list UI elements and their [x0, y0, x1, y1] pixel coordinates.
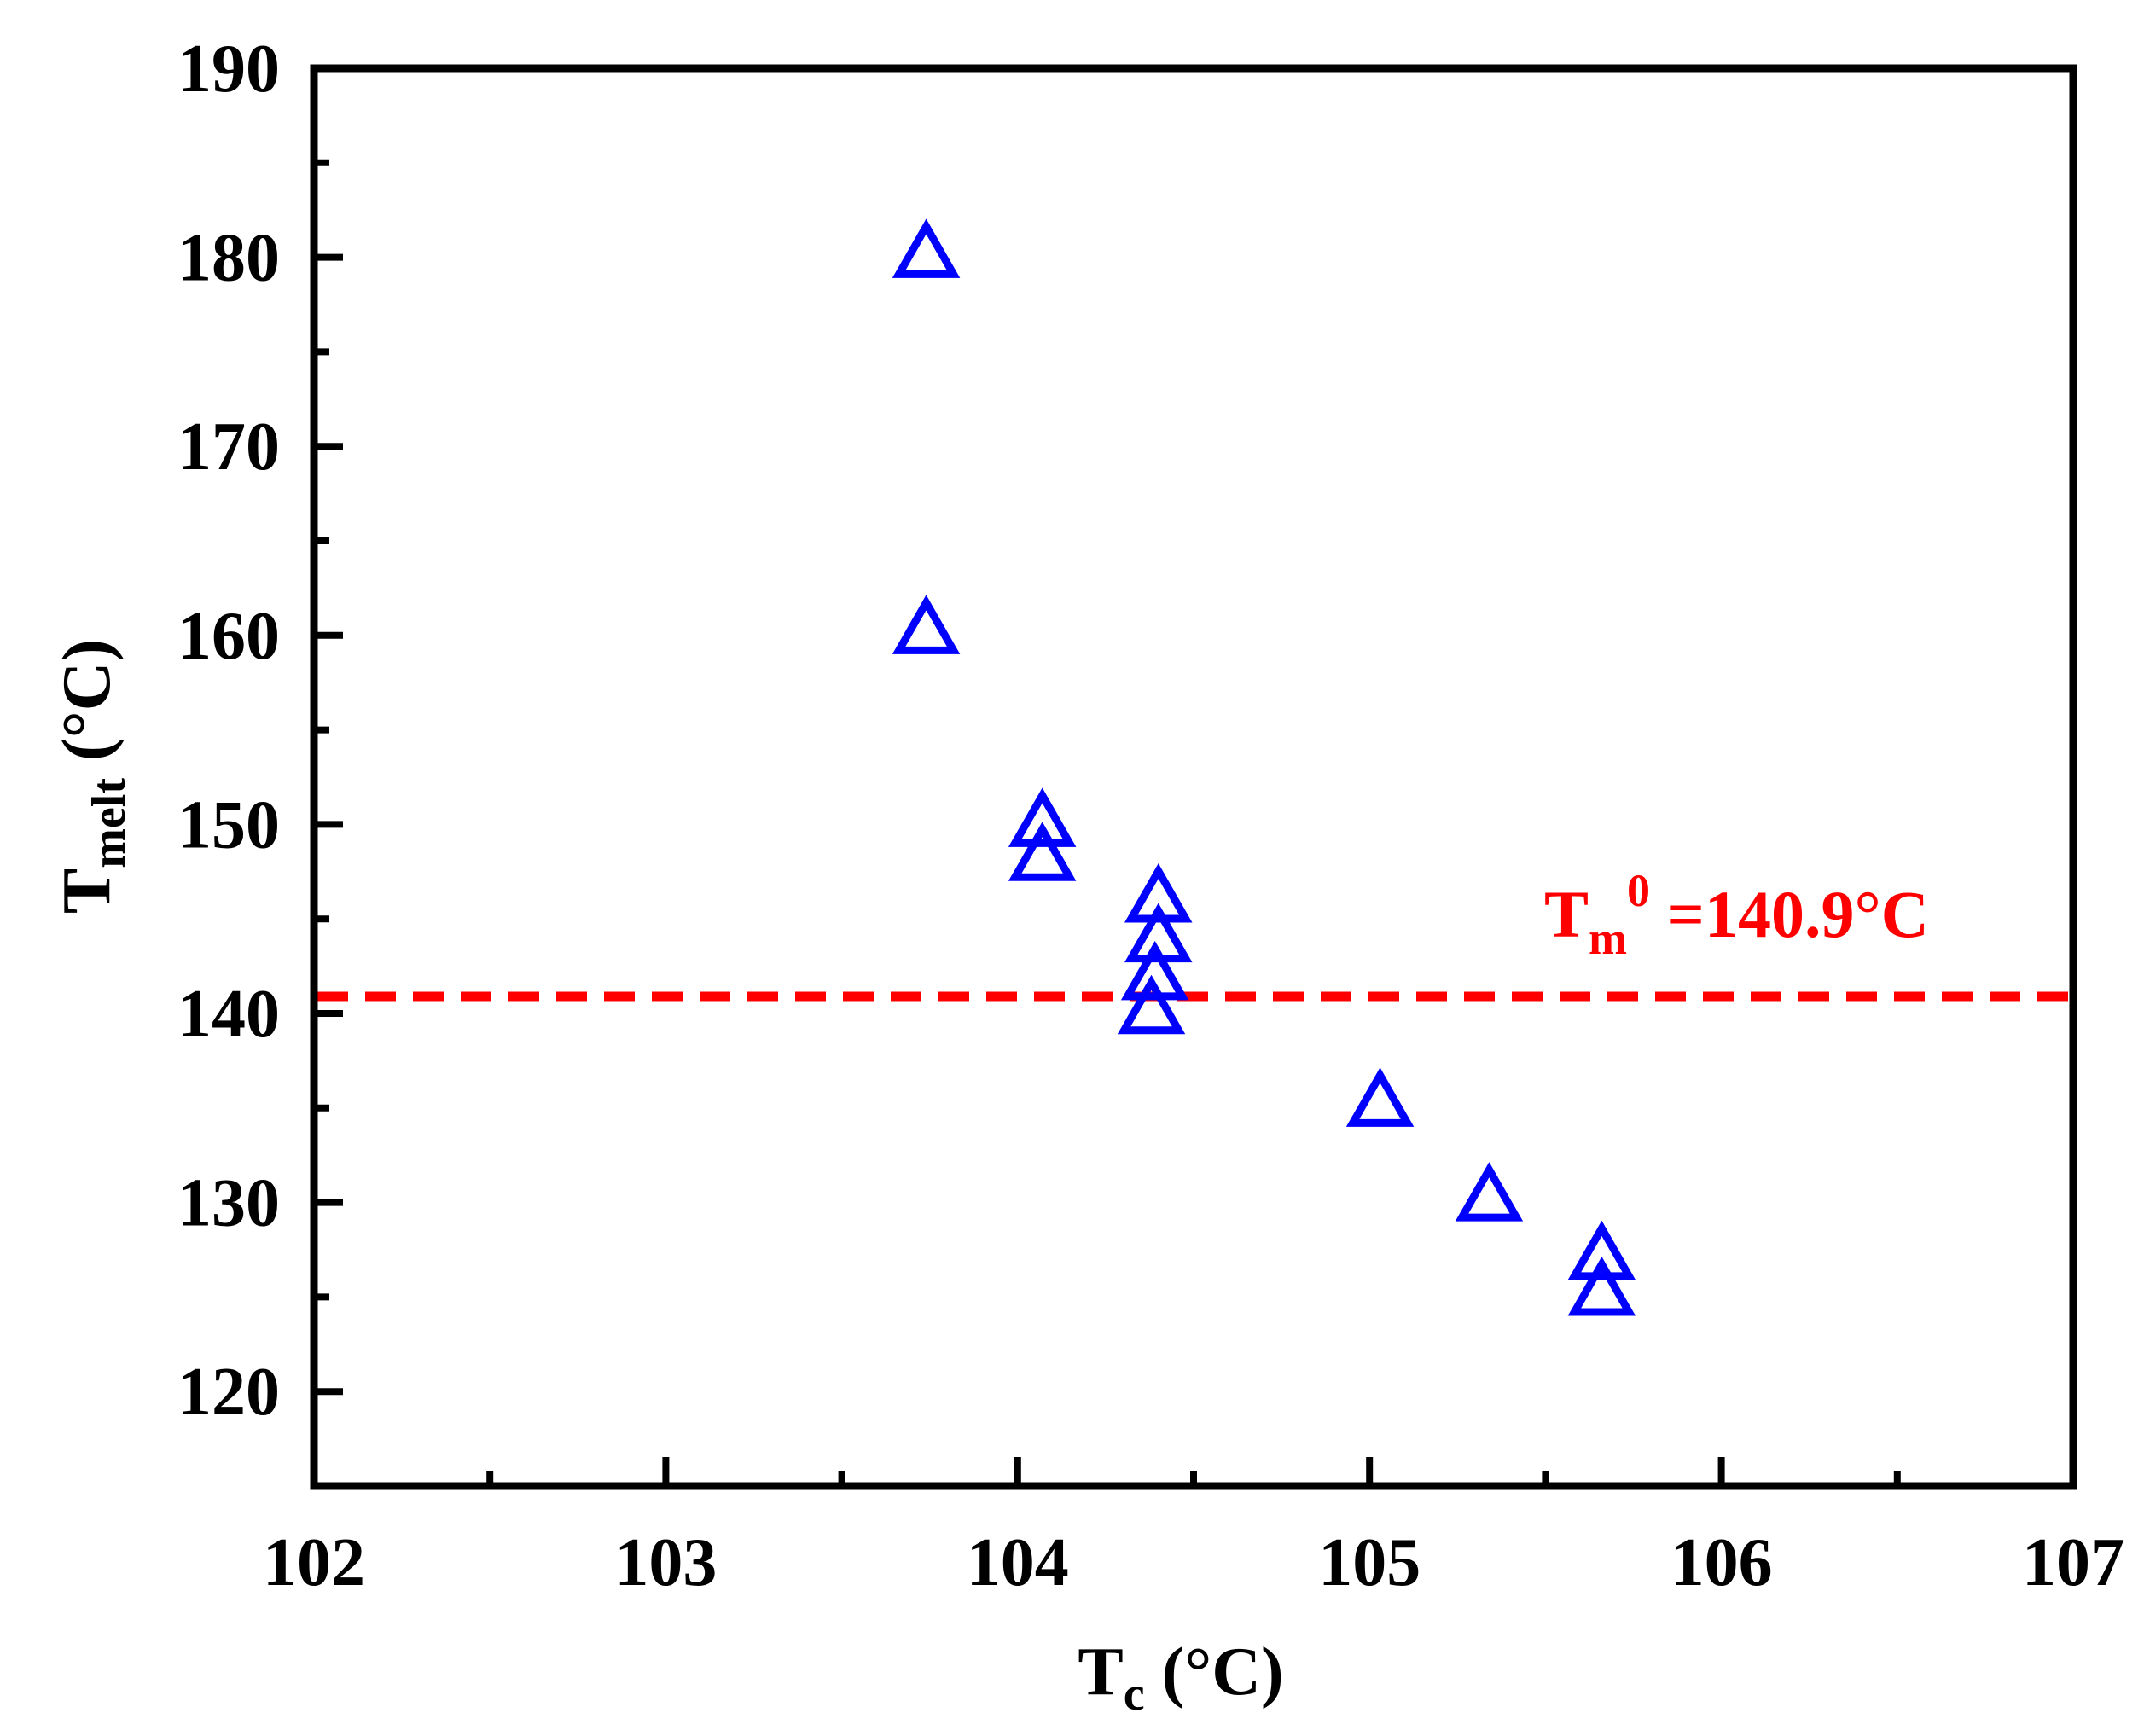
x-tick-label: 103 [614, 1525, 717, 1600]
tick-labels: 102 103 104 105 106 107 120 130 140 150 160 170 180 1… [177, 32, 2124, 1600]
x-tick-label: 105 [1318, 1525, 1421, 1600]
y-tick-label: 160 [177, 599, 280, 674]
x-axis-label: Tc (°C) [1078, 1634, 1283, 1721]
y-tick-label: 140 [177, 977, 280, 1052]
data-point-triangle [1008, 787, 1077, 847]
x-tick-label: 104 [967, 1525, 1069, 1600]
data-point-triangle [1567, 1256, 1636, 1316]
data-point-triangle [1567, 1220, 1636, 1280]
data-points [892, 218, 1636, 1316]
data-point-triangle [1345, 1067, 1415, 1127]
data-point-triangle [892, 218, 961, 278]
y-tick-label: 180 [177, 221, 280, 296]
x-tick-label: 102 [263, 1525, 365, 1600]
axis-ticks [311, 65, 2077, 1486]
data-point-triangle [1117, 974, 1186, 1035]
x-tick-label: 106 [1671, 1525, 1773, 1600]
data-point-triangle [892, 595, 961, 654]
data-point-triangle [1455, 1162, 1524, 1222]
y-tick-label: 120 [177, 1355, 280, 1430]
data-point-triangle [1124, 862, 1193, 923]
y-tick-label: 170 [177, 409, 280, 485]
data-point-triangle [1008, 822, 1077, 881]
y-axis-label: Tmelt (°C) [49, 639, 136, 914]
x-tick-label: 107 [2022, 1525, 2124, 1600]
tm0-annotation: Tm0 =140.9°C [1544, 865, 1929, 964]
y-tick-label: 130 [177, 1166, 280, 1241]
plot-frame [310, 64, 2077, 1490]
y-tick-label: 150 [177, 787, 280, 862]
y-tick-label: 190 [177, 32, 280, 107]
